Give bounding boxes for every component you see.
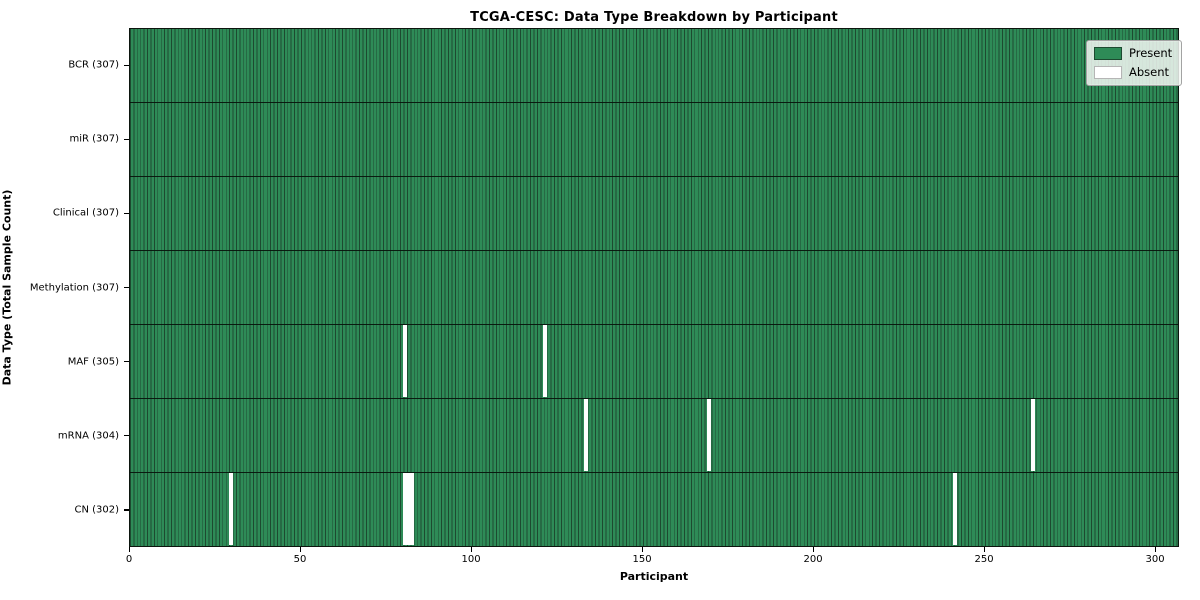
legend-item-present: Present	[1094, 47, 1172, 60]
absent-cell-MAF-80	[403, 325, 407, 398]
absent-cell-CN-82	[409, 473, 414, 545]
x-tick-label-200: 200	[803, 554, 823, 565]
legend-swatch-present	[1094, 47, 1122, 60]
absent-cell-CN-81	[406, 473, 411, 545]
y-tick-label-miR: miR (307)	[69, 133, 119, 145]
absent-cell-mRNA-133	[584, 399, 588, 472]
heatmap-plot-area	[129, 28, 1179, 547]
row-separator	[130, 323, 1178, 326]
chart-title: TCGA-CESC: Data Type Breakdown by Partic…	[470, 10, 838, 25]
absent-cell-MAF-121	[543, 325, 547, 398]
x-tick-mark	[299, 547, 301, 552]
legend: Present Absent	[1086, 40, 1183, 86]
legend-item-absent: Absent	[1094, 66, 1172, 79]
x-tick-label-250: 250	[974, 554, 994, 565]
x-tick-label-300: 300	[1145, 554, 1165, 565]
row-separator	[130, 176, 1178, 178]
absent-cell-CN-80	[403, 473, 407, 545]
x-tick-mark	[812, 547, 814, 552]
row-separator	[130, 102, 1178, 104]
y-tick-label-MAF: MAF (305)	[67, 356, 119, 368]
x-axis-title: Participant	[619, 570, 689, 583]
x-tick-label-100: 100	[461, 554, 481, 565]
y-tick-label-mRNA: mRNA (304)	[57, 430, 119, 442]
legend-label-absent: Absent	[1129, 65, 1170, 79]
x-tick-label-150: 150	[632, 554, 652, 565]
row-separator	[130, 471, 1178, 473]
y-tick-label-BCR: BCR (307)	[68, 59, 119, 71]
absent-cell-mRNA-264	[1031, 399, 1036, 472]
x-tick-label-0: 0	[125, 554, 133, 565]
y-tick-mark	[124, 212, 129, 214]
x-tick-mark	[128, 547, 130, 552]
y-tick-mark	[124, 287, 129, 289]
y-tick-label-Clinical: Clinical (307)	[52, 207, 119, 219]
absent-cell-CN-29	[228, 473, 233, 545]
y-tick-mark	[124, 435, 129, 437]
y-tick-mark	[124, 138, 129, 140]
row-separator	[130, 249, 1178, 252]
y-tick-mark	[124, 64, 129, 66]
legend-label-present: Present	[1129, 46, 1173, 60]
legend-swatch-absent	[1094, 66, 1122, 79]
absent-cell-CN-241	[952, 473, 957, 545]
x-tick-mark	[470, 547, 472, 552]
y-tick-label-Methylation: Methylation (307)	[29, 282, 119, 293]
y-tick-mark	[124, 509, 129, 511]
x-tick-mark	[1154, 547, 1156, 552]
absent-cell-mRNA-169	[706, 399, 711, 472]
row-separator	[130, 397, 1178, 399]
y-tick-mark	[124, 361, 129, 363]
x-tick-label-50: 50	[293, 554, 307, 565]
x-tick-mark	[641, 547, 643, 552]
y-axis-title: Data Type (Total Sample Count)	[0, 189, 14, 386]
x-tick-mark	[983, 547, 985, 552]
y-tick-label-CN: CN (302)	[74, 504, 119, 516]
